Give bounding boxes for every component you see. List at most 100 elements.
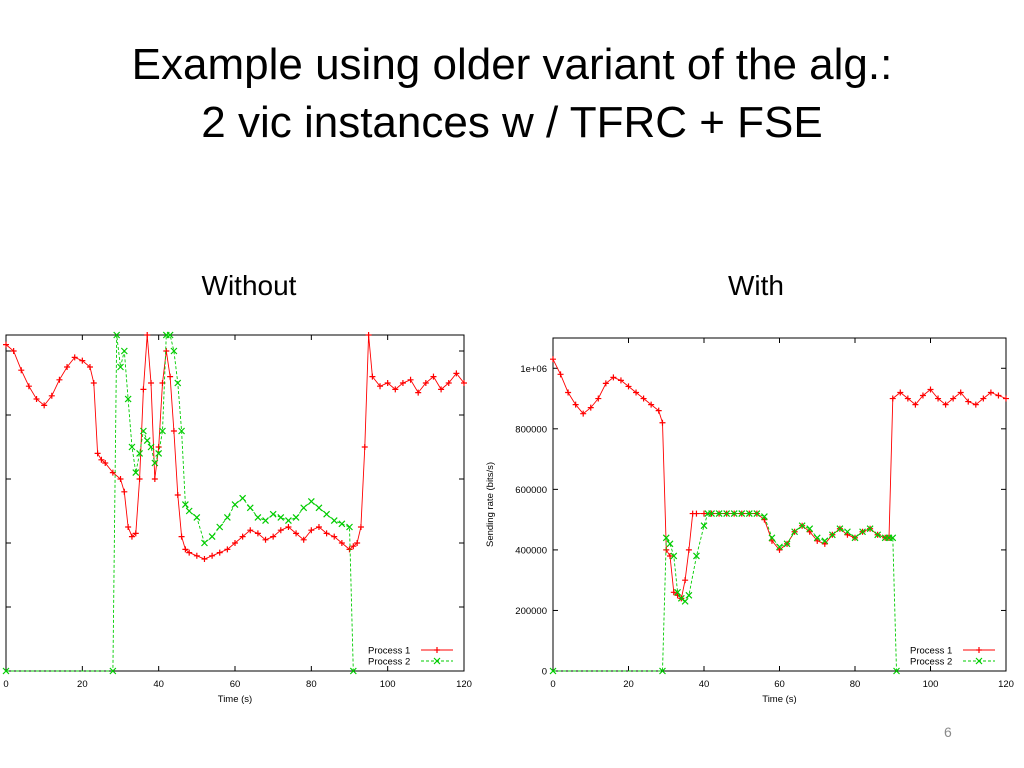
data-point [10,348,17,354]
data-point [239,533,246,540]
legend-marker [433,657,441,665]
data-point [232,540,238,546]
data-point [980,395,987,402]
y-tick-label: 600000 [515,485,547,496]
data-point [708,510,715,518]
data-point [701,510,707,517]
data-point [791,528,799,536]
data-point [648,401,655,408]
data-point [889,534,897,542]
data-point [859,528,866,536]
data-point [942,401,949,408]
data-point [904,395,911,402]
data-point [102,460,109,466]
x-tick-label: 40 [153,679,164,690]
data-point [193,513,201,521]
data-point [874,531,882,539]
data-point [693,510,700,517]
data-point [178,427,185,435]
data-point [308,527,315,534]
data-point [549,667,557,675]
data-point [144,332,151,338]
data-point [33,396,40,402]
data-point [753,510,761,518]
data-point [738,510,746,518]
x-tick-label: 60 [230,679,241,690]
data-point [338,540,345,546]
data-point [181,501,189,509]
data-point [170,347,178,355]
data-point [950,395,957,402]
data-point [71,354,78,361]
data-point [987,389,994,396]
series-line-2 [553,513,897,672]
data-point [178,533,185,540]
data-point [79,357,86,364]
data-point [159,427,166,435]
data-point [580,410,587,417]
data-point [269,510,277,518]
data-point [836,525,844,533]
data-point [407,376,414,383]
data-point [682,577,689,584]
data-point [927,386,934,393]
data-point [300,504,308,512]
legend-label: Process 1 [368,646,410,657]
data-point [828,531,836,539]
data-point [151,459,159,467]
y-tick-label: 400000 [515,545,547,556]
data-point [132,469,140,477]
x-axis-label: Time (s) [218,694,252,705]
data-point [670,589,677,596]
x-tick-label: 120 [456,679,472,690]
data-point [25,383,32,390]
data-point [965,398,972,405]
data-point [216,523,224,531]
data-point [889,395,896,402]
data-point [120,347,128,355]
data-point [662,534,670,542]
data-point [776,543,783,551]
data-point [292,513,300,521]
x-tick-label: 40 [699,679,710,690]
data-point [239,494,247,502]
data-point [595,395,602,402]
data-point [399,380,406,386]
data-point [293,530,300,537]
data-point [349,667,357,675]
data-point [174,492,181,498]
data-point [132,530,139,537]
data-point [216,549,223,556]
slide-title-line-2: 2 vic instances w / TFRC + FSE [201,98,823,147]
data-point [453,370,460,377]
data-point [147,443,155,451]
data-point [64,364,71,370]
data-point [262,536,269,543]
data-point [667,552,674,559]
data-point [557,371,564,378]
data-point [844,528,851,536]
data-point [223,513,231,521]
data-point [98,456,105,463]
data-point [655,407,662,414]
data-point [723,510,731,518]
legend-marker [434,647,440,653]
data-point [674,588,681,596]
data-point [422,380,429,386]
data-point [285,517,292,525]
data-point [155,449,163,457]
slide-title-line-1: Example using older variant of the alg.: [131,40,893,89]
data-point [813,534,821,542]
legend-label: Process 2 [910,657,952,668]
data-point [121,488,128,495]
x-tick-label: 80 [306,679,317,690]
data-point [821,540,828,547]
data-point [18,367,25,374]
data-point [262,517,269,525]
data-point [919,392,926,399]
data-point [685,591,693,599]
data-point [224,546,231,553]
page-number: 6 [944,724,952,740]
caption-with: With [728,270,784,301]
